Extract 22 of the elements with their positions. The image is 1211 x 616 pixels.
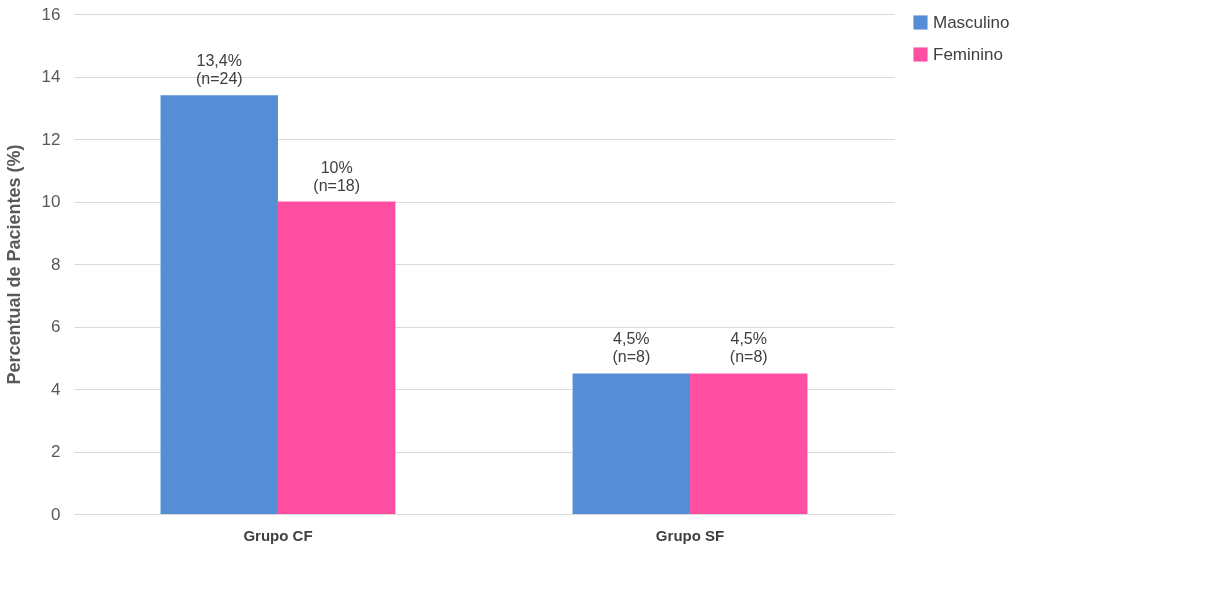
- x-tick-label: Grupo CF: [243, 526, 313, 544]
- bar: [572, 373, 691, 514]
- legend-label: Masculino: [933, 12, 1010, 32]
- bar: [690, 373, 808, 514]
- bar: [277, 201, 396, 514]
- y-tick-label: 0: [51, 504, 61, 524]
- data-label: 13,4% (n=24): [195, 52, 243, 88]
- y-tick-label: 10: [41, 192, 61, 211]
- x-tick-label: Grupo SF: [655, 526, 725, 544]
- y-tick-label: 2: [51, 442, 61, 461]
- y-axis-title: Percentual de Pacientes (%): [3, 144, 24, 385]
- y-tick-label: 16: [41, 4, 61, 24]
- data-label: 10% (n=18): [313, 158, 361, 194]
- y-tick-label: 8: [51, 254, 61, 274]
- bar: [160, 95, 278, 514]
- y-tick-label: 12: [41, 129, 61, 149]
- y-tick-label: 4: [51, 379, 61, 399]
- legend-label: Feminino: [933, 44, 1003, 64]
- data-label: 4,5% (n=8): [612, 330, 651, 366]
- y-tick-label: 14: [41, 67, 61, 86]
- data-label: 4,5% (n=8): [729, 330, 768, 366]
- y-tick-label: 6: [51, 317, 61, 336]
